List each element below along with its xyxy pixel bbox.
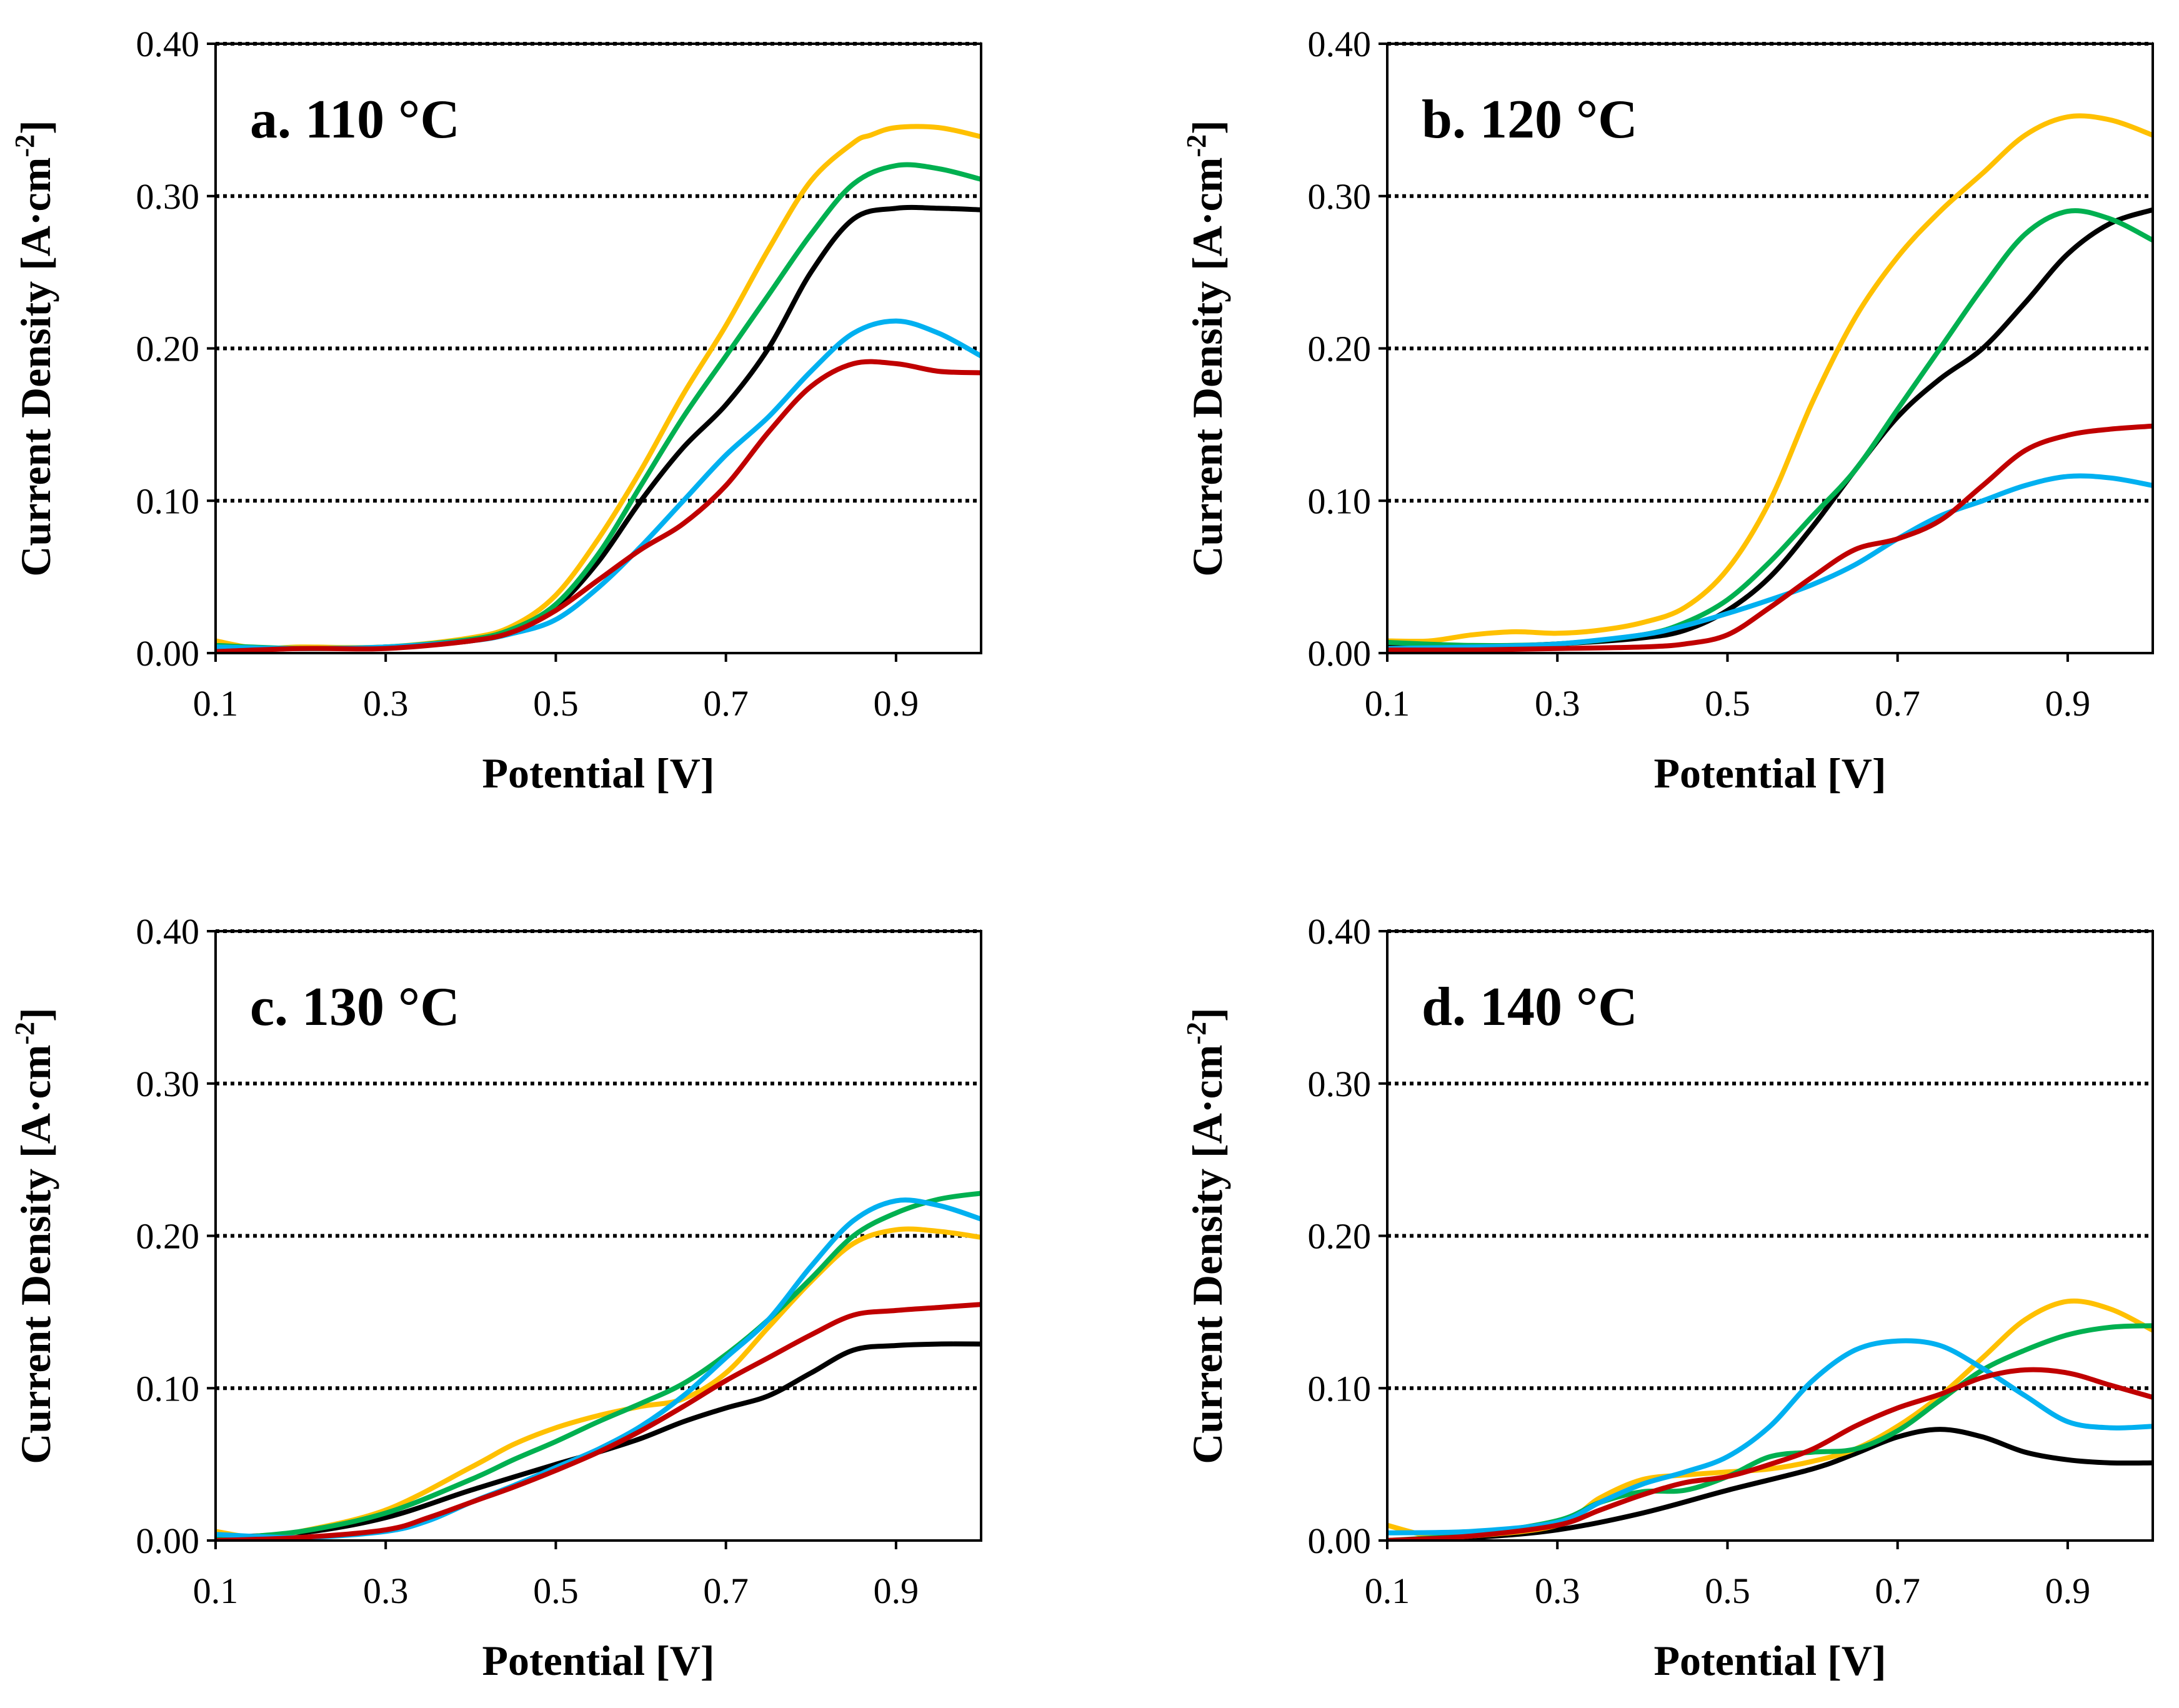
xtick-label-a-1: 0.3 — [363, 683, 409, 724]
ytick-label-a-4: 0.40 — [136, 24, 200, 64]
series-a-green — [216, 162, 981, 651]
xtick-label-b-4: 0.9 — [2045, 683, 2091, 724]
plot-frame-c — [214, 930, 982, 1542]
series-d-black — [1387, 1427, 2153, 1541]
xtick-label-b-1: 0.3 — [1535, 683, 1580, 724]
series-c-red — [216, 1302, 981, 1541]
series-b-blue — [1387, 473, 2153, 651]
plot-frame-a — [214, 42, 982, 654]
series-b-yellow — [1387, 113, 2153, 644]
series-d-red — [1387, 1367, 2153, 1541]
ytick-label-c-0: 0.00 — [136, 1521, 200, 1561]
series-b-black — [1387, 207, 2153, 650]
ytick-label-d-2: 0.20 — [1308, 1216, 1372, 1257]
xtick-label-a-2: 0.5 — [533, 683, 579, 724]
xtick-label-c-4: 0.9 — [874, 1571, 919, 1611]
ytick-label-b-3: 0.30 — [1308, 176, 1372, 217]
xtick-label-c-1: 0.3 — [363, 1571, 409, 1611]
series-d-blue — [1387, 1338, 2153, 1536]
series-d-yellow — [1387, 1298, 2153, 1540]
y-axis-title-c: Current Density [A·cm-2] — [9, 1007, 59, 1464]
series-a-blue — [216, 318, 981, 651]
ytick-label-a-2: 0.20 — [136, 329, 200, 369]
ytick-label-c-2: 0.20 — [136, 1216, 200, 1257]
xtick-label-a-0: 0.1 — [193, 683, 239, 724]
ytick-label-b-4: 0.40 — [1308, 24, 1372, 64]
xtick-label-c-0: 0.1 — [193, 1571, 239, 1611]
ytick-label-c-4: 0.40 — [136, 911, 200, 952]
series-a-yellow — [216, 124, 981, 652]
y-axis-title-b: Current Density [A·cm-2] — [1181, 120, 1231, 576]
series-d-green — [1387, 1323, 2153, 1541]
xtick-label-d-0: 0.1 — [1365, 1571, 1410, 1611]
y-axis-title-d: Current Density [A·cm-2] — [1181, 1007, 1231, 1464]
ytick-label-a-1: 0.10 — [136, 481, 200, 521]
ytick-label-a-3: 0.30 — [136, 176, 200, 217]
series-c-yellow — [216, 1226, 981, 1541]
plot-frame-b — [1386, 42, 2154, 654]
ytick-label-b-2: 0.20 — [1308, 329, 1372, 369]
panel-d: 0.00 0.10 0.20 0.30 0.40 0.1 0.3 0.5 0.7 0.9 d. 14… — [1181, 911, 2154, 1684]
panel-title-b: b. 120 °C — [1422, 89, 1638, 150]
series-c-blue — [216, 1197, 981, 1541]
series-c-green — [216, 1191, 981, 1541]
ytick-label-c-1: 0.10 — [136, 1368, 200, 1409]
panel-title-d: d. 140 °C — [1422, 977, 1638, 1037]
xtick-label-d-1: 0.3 — [1535, 1571, 1580, 1611]
x-axis-title-b: Potential [V] — [1653, 749, 1886, 797]
xtick-label-b-2: 0.5 — [1705, 683, 1750, 724]
xtick-label-a-3: 0.7 — [703, 683, 749, 724]
ytick-label-b-0: 0.00 — [1308, 633, 1372, 674]
series-a-red — [216, 359, 981, 653]
series-c-black — [216, 1341, 981, 1541]
panel-a: 0.00 0.10 0.20 0.30 0.40 0.1 0.3 0.5 0.7 0.9 a. 11… — [9, 24, 982, 797]
panel-b: 0.00 0.10 0.20 0.30 0.40 0.1 0.3 0.5 0.7 0.9 b. 12… — [1181, 24, 2154, 797]
ytick-label-a-0: 0.00 — [136, 633, 200, 674]
x-axis-title-d: Potential [V] — [1653, 1637, 1886, 1684]
panel-c: 0.00 0.10 0.20 0.30 0.40 0.1 0.3 0.5 0.7 0.9 c. 13… — [9, 911, 982, 1684]
x-axis-title-a: Potential [V] — [482, 749, 714, 797]
xtick-label-d-3: 0.7 — [1875, 1571, 1920, 1611]
ytick-label-b-1: 0.10 — [1308, 481, 1372, 521]
ytick-label-d-4: 0.40 — [1308, 911, 1372, 952]
series-b-red — [1387, 423, 2153, 653]
panel-title-a: a. 110 °C — [250, 89, 460, 150]
panel-title-c: c. 130 °C — [250, 977, 460, 1037]
xtick-label-d-2: 0.5 — [1705, 1571, 1750, 1611]
x-axis-title-c: Potential [V] — [482, 1637, 714, 1684]
ytick-label-c-3: 0.30 — [136, 1064, 200, 1104]
ytick-label-d-0: 0.00 — [1308, 1521, 1372, 1561]
xtick-label-c-2: 0.5 — [533, 1571, 579, 1611]
ytick-label-d-1: 0.10 — [1308, 1368, 1372, 1409]
xtick-label-d-4: 0.9 — [2045, 1571, 2091, 1611]
xtick-label-b-0: 0.1 — [1365, 683, 1410, 724]
xtick-label-c-3: 0.7 — [703, 1571, 749, 1611]
plot-frame-d — [1386, 930, 2154, 1542]
y-axis-title-a: Current Density [A·cm-2] — [9, 120, 59, 576]
xtick-label-b-3: 0.7 — [1875, 683, 1920, 724]
xtick-label-a-4: 0.9 — [874, 683, 919, 724]
ytick-label-d-3: 0.30 — [1308, 1064, 1372, 1104]
